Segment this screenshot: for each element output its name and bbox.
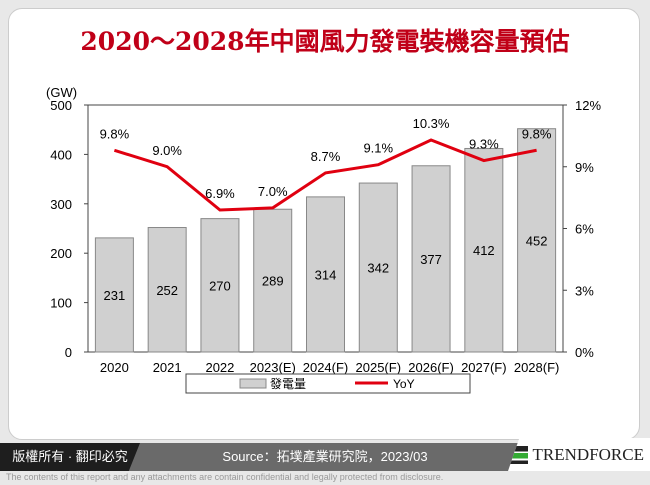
bar-value-label: 342 <box>367 261 389 276</box>
x-tick-label: 2024(F) <box>303 360 349 375</box>
left-tick-label: 100 <box>50 296 72 311</box>
disclaimer: The contents of this report and any atta… <box>6 472 444 482</box>
x-tick-label: 2023(E) <box>250 360 296 375</box>
yoy-label: 9.1% <box>363 141 393 156</box>
bar <box>517 128 557 353</box>
bar <box>306 196 345 353</box>
legend <box>185 373 471 394</box>
bar <box>147 227 187 353</box>
bar <box>94 237 134 353</box>
bar-value-label: 270 <box>209 278 231 293</box>
bar-value-label: 452 <box>526 233 548 248</box>
x-tick-label: 2020 <box>100 360 129 375</box>
yoy-label: 9.8% <box>522 126 552 141</box>
bar-value-label: 314 <box>315 267 337 282</box>
left-tick-label: 0 <box>65 345 72 360</box>
right-tick-label: 3% <box>575 283 594 298</box>
legend-bar-swatch <box>239 378 267 389</box>
chart-title: 2020～2028年中國風力發電裝機容量預估 <box>80 27 570 56</box>
yoy-label: 9.0% <box>152 143 182 158</box>
bar-value-label: 412 <box>473 243 495 258</box>
right-tick-label: 12% <box>575 98 601 113</box>
yoy-label: 9.8% <box>100 126 130 141</box>
right-tick-label: 0% <box>575 345 594 360</box>
bar <box>358 182 398 353</box>
chart: 0 100 200 300 400 500(GW) 0% 3% 6% 9% 12% 231 2020 25… <box>46 85 601 394</box>
yoy-line <box>113 138 537 212</box>
legend-line-label: YoY <box>393 377 415 391</box>
brand: TRENDFORCE <box>532 444 644 464</box>
left-tick-label: 400 <box>50 147 72 162</box>
bar-value-label: 377 <box>420 252 442 267</box>
right-tick-label: 6% <box>575 222 594 237</box>
x-tick-label: 2028(F) <box>514 360 560 375</box>
left-axis-unit: (GW) <box>46 85 77 100</box>
left-tick-label: 500 <box>50 98 72 113</box>
bar-value-label: 252 <box>156 283 178 298</box>
x-tick-label: 2027(F) <box>461 360 507 375</box>
yoy-label: 7.0% <box>258 184 288 199</box>
left-tick-label: 300 <box>50 197 72 212</box>
bar <box>411 165 451 353</box>
right-tick-label: 9% <box>575 160 594 175</box>
legend-bar-label: 發電量 <box>270 376 306 391</box>
bar <box>464 147 504 353</box>
yoy-label: 10.3% <box>413 116 450 131</box>
source: Source：拓墣產業研究院，2023/03 <box>222 449 428 464</box>
x-tick-label: 2026(F) <box>408 360 454 375</box>
left-tick-label: 200 <box>50 246 72 261</box>
yoy-label: 8.7% <box>311 149 341 164</box>
yoy-label: 9.3% <box>469 137 499 152</box>
x-tick-label: 2022 <box>205 360 234 375</box>
yoy-label: 6.9% <box>205 186 235 201</box>
x-tick-label: 2025(F) <box>356 360 402 375</box>
bar-value-label: 231 <box>104 288 126 303</box>
trendforce-logo: TRENDFORCE <box>508 438 650 471</box>
x-tick-label: 2021 <box>153 360 182 375</box>
bar <box>200 218 240 353</box>
copyright: 版權所有 · 翻印必究 <box>0 443 140 471</box>
bar-value-label: 289 <box>262 274 284 289</box>
